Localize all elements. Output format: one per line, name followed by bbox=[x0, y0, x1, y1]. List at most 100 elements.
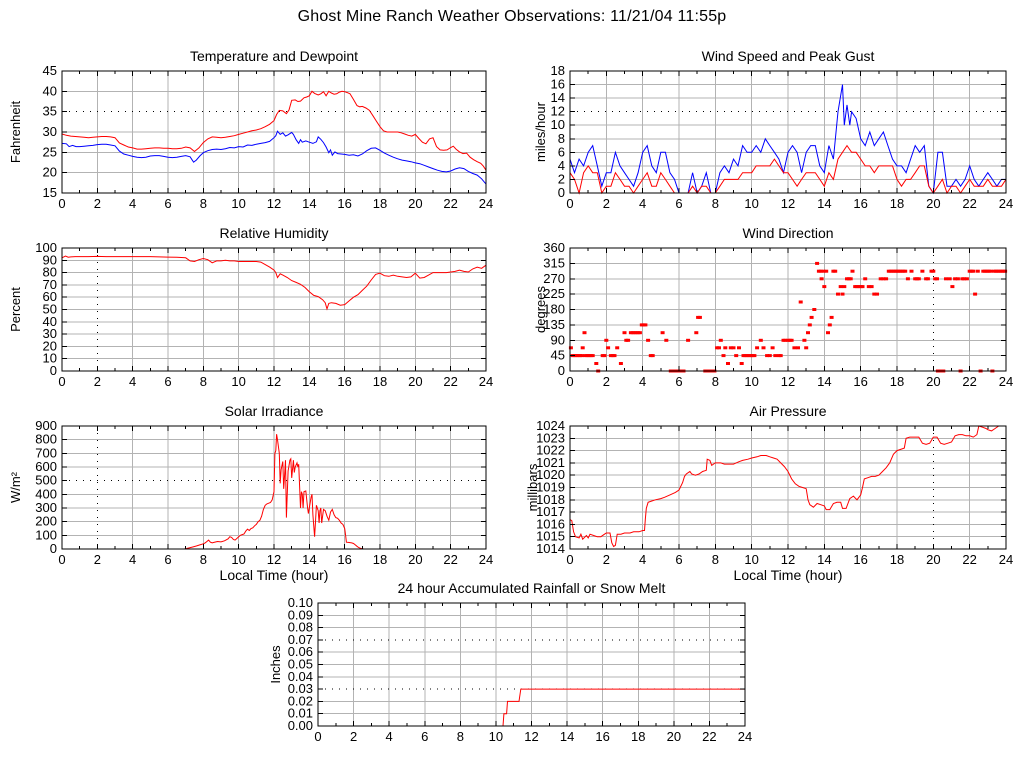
y-tick-label: 200 bbox=[35, 514, 57, 529]
y-tick-label: 270 bbox=[543, 271, 565, 286]
x-tick-label: 18 bbox=[373, 196, 387, 211]
x-tick-label: 4 bbox=[639, 374, 646, 389]
y-tick-label: 100 bbox=[35, 527, 57, 542]
x-tick-label: 10 bbox=[489, 729, 503, 744]
y-axis-label: Inches bbox=[268, 645, 283, 684]
x-tick-label: 8 bbox=[712, 552, 719, 567]
y-tick-label: 0.10 bbox=[288, 595, 313, 610]
x-tick-label: 0 bbox=[58, 552, 65, 567]
y-tick-label: 1023 bbox=[536, 430, 565, 445]
y-tick-label: 0.02 bbox=[288, 693, 313, 708]
y-tick-label: 800 bbox=[35, 432, 57, 447]
chart-title: Wind Speed and Peak Gust bbox=[702, 48, 875, 64]
y-tick-label: 1017 bbox=[536, 504, 565, 519]
x-tick-label: 6 bbox=[164, 196, 171, 211]
y-tick-label: 16 bbox=[551, 77, 565, 92]
x-tick-label: 18 bbox=[890, 374, 904, 389]
y-tick-label: 0.08 bbox=[288, 620, 313, 635]
x-tick-label: 10 bbox=[231, 196, 245, 211]
x-tick-label: 24 bbox=[999, 374, 1013, 389]
x-tick-label: 6 bbox=[675, 552, 682, 567]
x-tick-label: 24 bbox=[479, 196, 493, 211]
y-tick-label: 30 bbox=[43, 326, 57, 341]
x-tick-label: 18 bbox=[373, 552, 387, 567]
chart-title: Air Pressure bbox=[749, 403, 826, 419]
y-tick-label: 70 bbox=[43, 277, 57, 292]
x-tick-label: 24 bbox=[999, 552, 1013, 567]
x-tick-label: 14 bbox=[302, 374, 316, 389]
y-tick-label: 1022 bbox=[536, 443, 565, 458]
x-tick-label: 6 bbox=[164, 552, 171, 567]
page-title: Ghost Mine Ranch Weather Observations: 1… bbox=[297, 8, 727, 25]
y-tick-label: 8 bbox=[558, 131, 565, 146]
x-tick-label: 10 bbox=[744, 196, 758, 211]
chart-title: Wind Direction bbox=[742, 225, 833, 241]
x-tick-label: 6 bbox=[675, 196, 682, 211]
x-tick-label: 8 bbox=[200, 196, 207, 211]
y-axis-label: degrees bbox=[533, 286, 548, 333]
x-tick-label: 20 bbox=[408, 552, 422, 567]
y-tick-label: 35 bbox=[43, 104, 57, 119]
x-tick-label: 12 bbox=[267, 374, 281, 389]
x-tick-label: 4 bbox=[129, 374, 136, 389]
x-tick-label: 10 bbox=[744, 374, 758, 389]
y-tick-label: 300 bbox=[35, 500, 57, 515]
x-tick-label: 24 bbox=[479, 374, 493, 389]
series-relative-humidity bbox=[61, 255, 487, 311]
chart-wind_speed: 0 2 4 6 8 10 12 14 16 18 20 22 24024681012141618Wind… bbox=[533, 48, 1013, 211]
y-tick-label: 45 bbox=[43, 63, 57, 78]
x-tick-label: 22 bbox=[443, 374, 457, 389]
x-tick-label: 16 bbox=[853, 374, 867, 389]
y-tick-label: 1016 bbox=[536, 516, 565, 531]
chart-title: 24 hour Accumulated Rainfall or Snow Mel… bbox=[398, 580, 666, 596]
y-tick-label: 700 bbox=[35, 445, 57, 460]
y-axis-label: W/m² bbox=[8, 471, 23, 503]
y-tick-label: 0.06 bbox=[288, 644, 313, 659]
y-tick-label: 1018 bbox=[536, 492, 565, 507]
x-tick-label: 22 bbox=[702, 729, 716, 744]
y-tick-label: 30 bbox=[43, 124, 57, 139]
x-tick-label: 0 bbox=[58, 196, 65, 211]
x-tick-label: 14 bbox=[560, 729, 574, 744]
y-tick-label: 20 bbox=[43, 165, 57, 180]
x-tick-label: 18 bbox=[631, 729, 645, 744]
y-tick-label: 0.07 bbox=[288, 632, 313, 647]
x-tick-label: 0 bbox=[314, 729, 321, 744]
x-tick-label: 16 bbox=[337, 196, 351, 211]
y-tick-label: 100 bbox=[35, 240, 57, 255]
y-tick-label: 50 bbox=[43, 302, 57, 317]
x-tick-label: 16 bbox=[853, 552, 867, 567]
x-tick-label: 6 bbox=[421, 729, 428, 744]
y-tick-label: 20 bbox=[43, 338, 57, 353]
y-tick-label: 90 bbox=[551, 332, 565, 347]
y-axis-label: Fahrenheit bbox=[8, 101, 23, 164]
y-tick-label: 60 bbox=[43, 289, 57, 304]
x-axis-label: Local Time (hour) bbox=[220, 567, 329, 583]
y-axis-label: miles/hour bbox=[533, 101, 548, 162]
x-tick-label: 6 bbox=[675, 374, 682, 389]
y-tick-label: 400 bbox=[35, 486, 57, 501]
x-tick-label: 4 bbox=[639, 196, 646, 211]
y-tick-label: 1014 bbox=[536, 541, 565, 556]
x-tick-label: 0 bbox=[566, 552, 573, 567]
y-tick-label: 360 bbox=[543, 240, 565, 255]
chart-title: Solar Irradiance bbox=[225, 403, 324, 419]
x-tick-label: 10 bbox=[231, 374, 245, 389]
x-tick-label: 8 bbox=[712, 196, 719, 211]
x-tick-label: 12 bbox=[267, 552, 281, 567]
x-tick-label: 20 bbox=[667, 729, 681, 744]
x-tick-label: 14 bbox=[817, 196, 831, 211]
y-tick-label: 0.03 bbox=[288, 681, 313, 696]
x-tick-label: 14 bbox=[817, 552, 831, 567]
x-tick-label: 0 bbox=[58, 374, 65, 389]
y-tick-label: 40 bbox=[43, 314, 57, 329]
y-tick-label: 90 bbox=[43, 252, 57, 267]
y-tick-label: 500 bbox=[35, 473, 57, 488]
x-tick-label: 22 bbox=[962, 374, 976, 389]
x-tick-label: 20 bbox=[926, 196, 940, 211]
y-tick-label: 0 bbox=[558, 185, 565, 200]
y-tick-label: 1021 bbox=[536, 455, 565, 470]
chart-temperature: 0 2 4 6 8 10 12 14 16 18 20 22 2415202530354045Tempe… bbox=[8, 48, 493, 211]
x-tick-label: 18 bbox=[890, 196, 904, 211]
x-tick-label: 2 bbox=[603, 196, 610, 211]
